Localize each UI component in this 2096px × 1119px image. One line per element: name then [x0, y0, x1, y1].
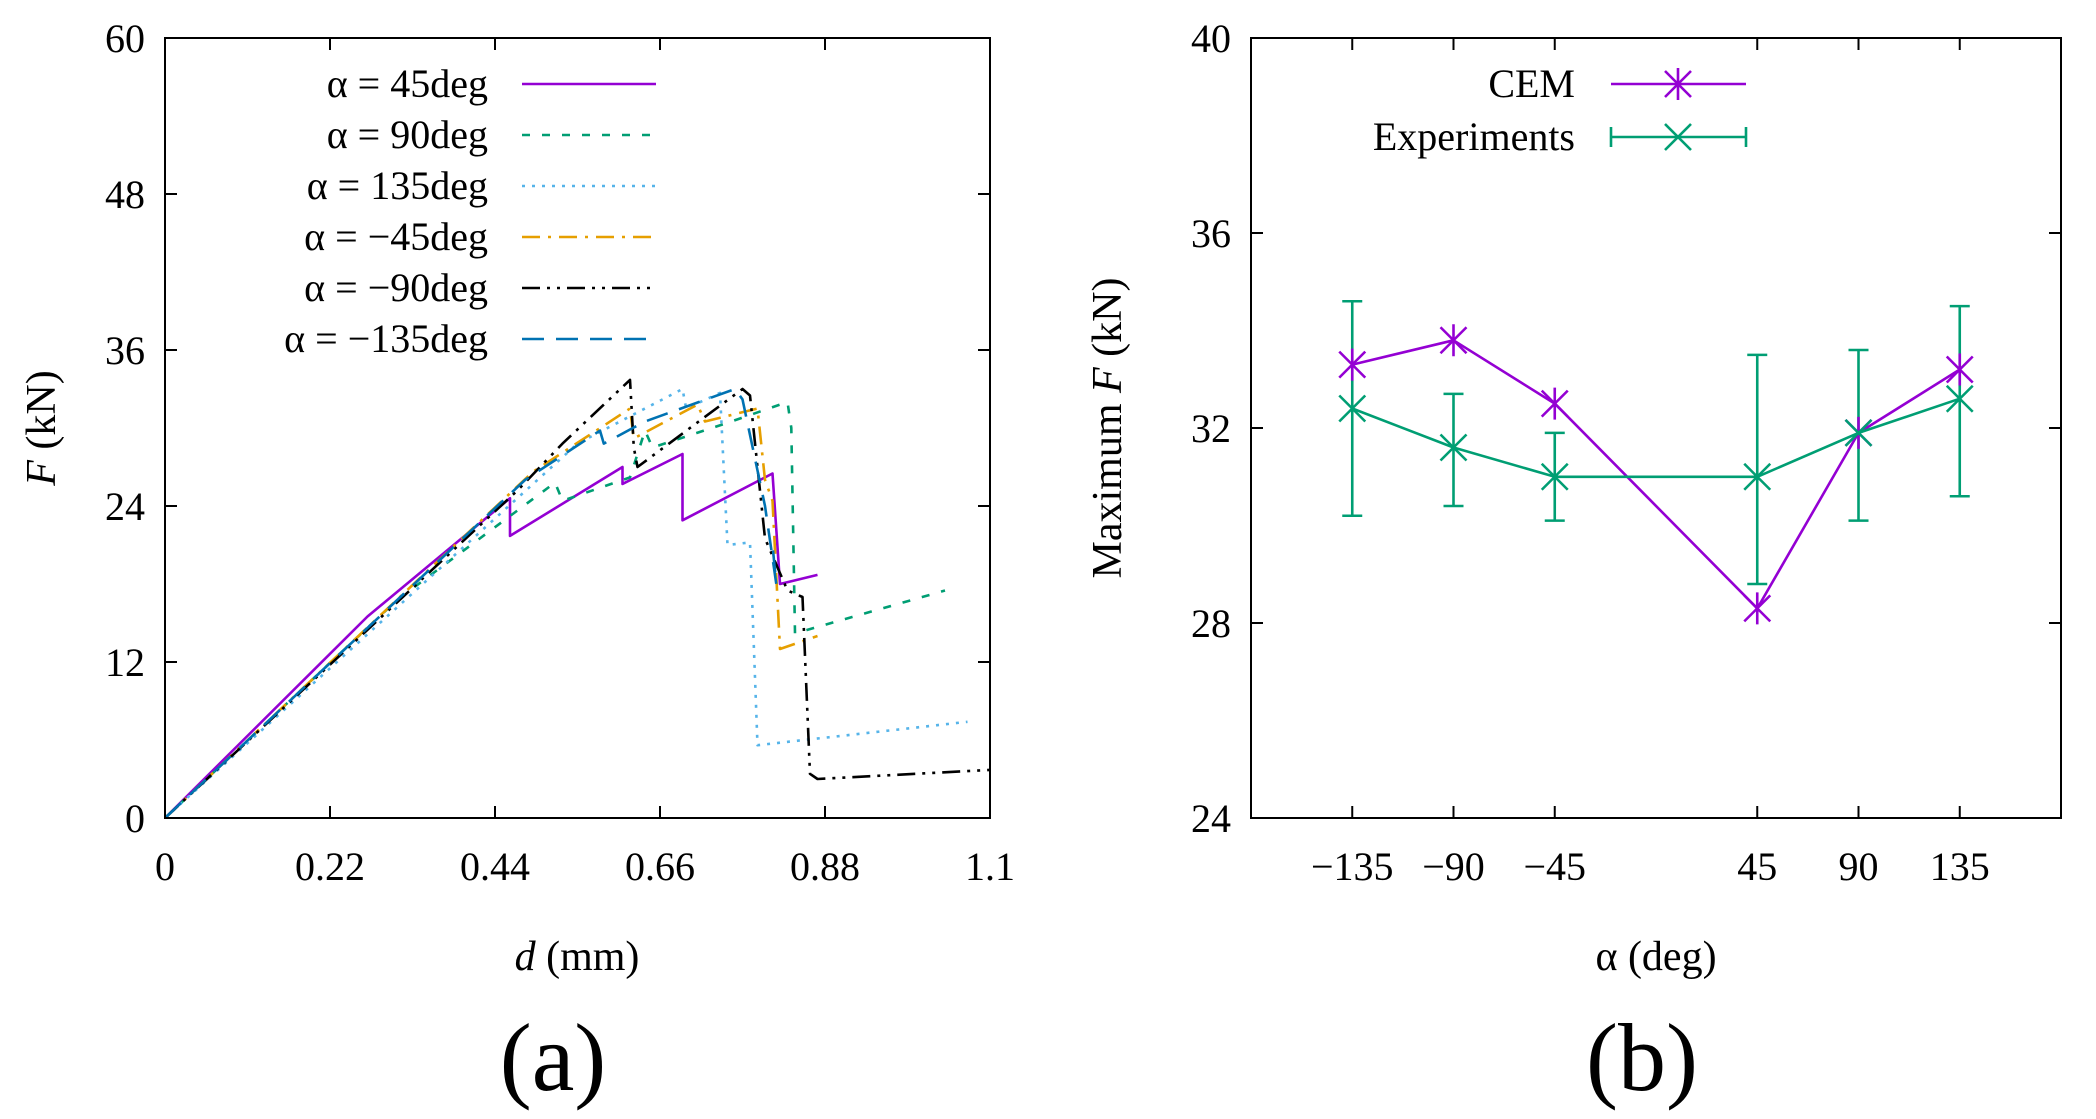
y-axis-label-var: F	[19, 460, 65, 487]
data-point-2	[1945, 384, 1974, 413]
plot-frame	[164, 37, 991, 819]
legend-label-6: α = −135deg	[284, 316, 488, 361]
y-tick-label: 36	[105, 328, 145, 373]
data-point-2	[1743, 462, 1772, 491]
legend-label-5: α = −90deg	[304, 265, 488, 310]
y-axis-label-unit: (kN)	[1085, 278, 1131, 368]
data-point-1	[1945, 353, 1974, 386]
y-axis-label-pre: Maximum	[1085, 393, 1131, 579]
series-line-2	[164, 400, 946, 819]
y-tick-label: 24	[105, 484, 145, 529]
y-axis-label-unit: (kN)	[19, 370, 65, 460]
y-axis-label: F (kN)	[19, 370, 65, 486]
series-line-2	[1351, 397, 1961, 479]
y-tick-label: 40	[1191, 16, 1231, 61]
data-point-2	[1540, 462, 1569, 491]
data-point-2-stroke	[1844, 418, 1873, 447]
x-tick-label: 90	[1839, 844, 1879, 889]
chart-b: −135 −90 −45 45 90 135 24 28 32 36 40 CEM Experiment…	[1085, 16, 2062, 1111]
y-tick-label: 48	[105, 172, 145, 217]
x-tick-label: −45	[1523, 844, 1586, 889]
x-tick-label: 0.22	[295, 844, 365, 889]
x-tick-label: 0.88	[790, 844, 860, 889]
legend-marker-2-stroke	[1664, 123, 1692, 151]
x-tick-label: 135	[1930, 844, 1990, 889]
data-point-2-stroke	[1945, 384, 1974, 413]
panel-label: (a)	[500, 1004, 607, 1111]
data-point-1	[1743, 592, 1772, 625]
x-tick-label: 0	[155, 844, 175, 889]
x-tick-label: 45	[1737, 844, 1777, 889]
y-tick-label: 28	[1191, 601, 1231, 646]
y-axis-label: Maximum F (kN)	[1085, 278, 1131, 579]
x-axis-label: α (deg)	[1595, 934, 1716, 980]
y-axis-label-var: F	[1085, 367, 1131, 394]
series-line-1	[1351, 338, 1961, 610]
data-point-2	[1439, 433, 1468, 462]
y-tick-label: 60	[105, 16, 145, 61]
data-point-1	[1439, 324, 1468, 357]
data-point-2	[1338, 394, 1367, 423]
legend-marker-2	[1664, 123, 1692, 151]
series-line-6	[164, 387, 778, 819]
x-axis-label-unit: (mm)	[536, 934, 640, 980]
legend-label-4: α = −45deg	[304, 214, 488, 259]
series-line-4	[164, 403, 818, 819]
x-tick-label: −90	[1422, 844, 1485, 889]
data-point-2	[1844, 418, 1873, 447]
panel-label: (b)	[1586, 1004, 1698, 1111]
x-tick-label: 1.1	[965, 844, 1015, 889]
chart-a: 0 0.22 0.44 0.66 0.88 1.1 0 12 24 36 48 60 α = 45deg…	[19, 16, 1015, 1111]
series-line-3	[164, 387, 968, 819]
y-tick-label: 0	[125, 796, 145, 841]
legend-label-2: α = 90deg	[327, 112, 488, 157]
data-point-2-stroke	[1743, 462, 1772, 491]
y-tick-label: 32	[1191, 406, 1231, 451]
x-tick-label: 0.66	[625, 844, 695, 889]
legend-label-1: CEM	[1488, 61, 1575, 106]
x-axis-label-var: d	[515, 934, 537, 980]
legend-marker-1	[1664, 68, 1692, 100]
x-tick-label: 0.44	[460, 844, 530, 889]
legend-label-3: α = 135deg	[307, 163, 488, 208]
data-point-1	[1540, 387, 1569, 420]
data-point-2-stroke	[1439, 433, 1468, 462]
y-tick-label: 12	[105, 640, 145, 685]
x-axis-label: d (mm)	[515, 934, 640, 980]
data-point-1	[1338, 348, 1367, 381]
legend-label-1: α = 45deg	[327, 61, 488, 106]
y-tick-label: 24	[1191, 796, 1231, 841]
plot-frame	[1250, 37, 2062, 819]
y-tick-label: 36	[1191, 211, 1231, 256]
data-point-2-stroke	[1540, 462, 1569, 491]
x-tick-label: −135	[1311, 844, 1394, 889]
series-line-5	[164, 378, 991, 819]
legend-label-2: Experiments	[1373, 114, 1575, 159]
data-point-2-stroke	[1338, 394, 1367, 423]
